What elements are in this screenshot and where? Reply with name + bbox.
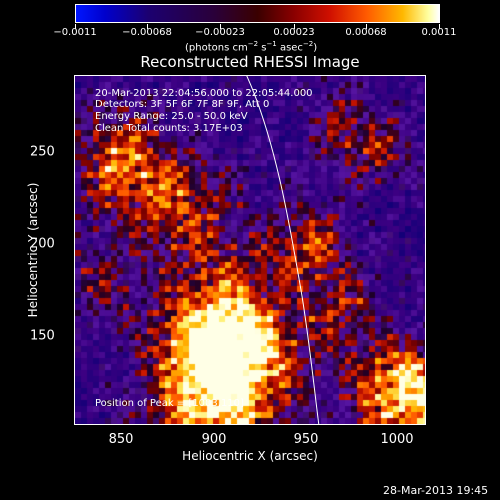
- y-tick-label: 250: [30, 144, 55, 160]
- x-tick-label: 950: [293, 432, 319, 447]
- x-axis-label: Heliocentric X (arcsec): [182, 449, 318, 463]
- figure-title: Reconstructed RHESSI Image: [140, 53, 360, 71]
- x-tick-label: 900: [201, 432, 227, 447]
- colorbar-tick-label: −0.00068: [122, 27, 172, 38]
- colorbar-tick-label: 0.00068: [345, 27, 387, 38]
- x-tick-label: 850: [108, 432, 134, 447]
- info-detectors: Detectors: 3F 5F 6F 7F 8F 9F, Att 0: [95, 99, 270, 110]
- y-axis-label: Heliocentric Y (arcsec): [26, 182, 40, 318]
- colorbar: [75, 4, 440, 23]
- solar-limb-line: [246, 76, 320, 424]
- colorbar-units: (photons cm−2 s−1 asec−2): [185, 40, 318, 54]
- peak-position: Position of Peak = [1003,110]: [95, 398, 244, 409]
- colorbar-tick-label: 0.0011: [421, 27, 457, 38]
- colorbar-tick: [294, 24, 295, 29]
- colorbar-tick-label: −0.0011: [53, 27, 97, 38]
- colorbar-tick: [75, 24, 76, 29]
- image-frame: [74, 75, 426, 425]
- colorbar-tick: [439, 24, 440, 29]
- info-counts: Clean Total counts: 3.17E+03: [95, 123, 243, 134]
- colorbar-tick-label: 0.00023: [273, 27, 315, 38]
- solar-limb-overlay: [246, 76, 320, 424]
- colorbar-tick: [147, 24, 148, 29]
- info-time-range: 20-Mar-2013 22:04:56.000 to 22:05:44.000: [95, 88, 313, 99]
- y-tick-label: 200: [30, 236, 55, 252]
- colorbar-tick-label: −0.00023: [195, 27, 245, 38]
- info-energy-range: Energy Range: 25.0 - 50.0 keV: [95, 111, 248, 122]
- y-tick-label: 150: [30, 328, 55, 344]
- x-tick-label: 1000: [380, 432, 414, 447]
- colorbar-tick: [366, 24, 367, 29]
- timestamp: 28-Mar-2013 19:45: [383, 484, 489, 497]
- rhessi-image: [75, 76, 425, 424]
- colorbar-tick: [220, 24, 221, 29]
